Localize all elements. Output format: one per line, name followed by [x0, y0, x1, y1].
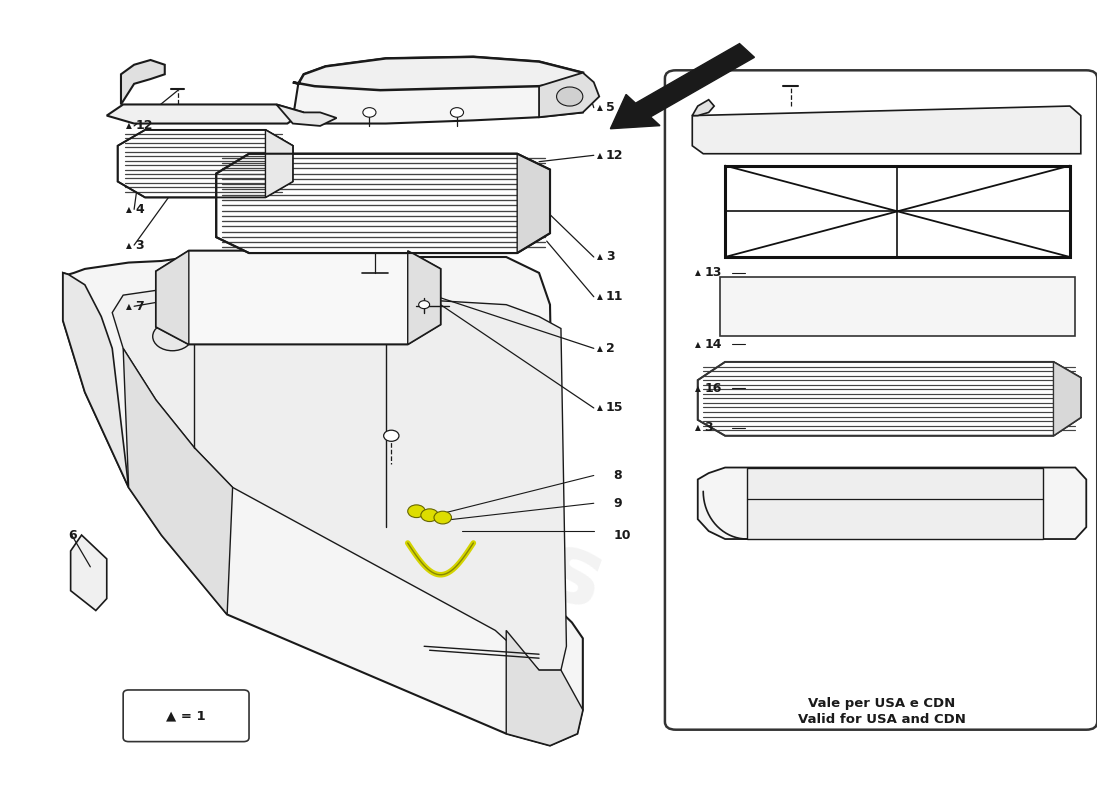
Text: 7: 7 — [135, 300, 144, 313]
Text: ▲: ▲ — [126, 302, 132, 310]
Text: ▲: ▲ — [596, 253, 603, 262]
Polygon shape — [123, 348, 232, 614]
Text: 3: 3 — [704, 422, 713, 434]
Text: 10: 10 — [614, 529, 631, 542]
Polygon shape — [692, 106, 1081, 154]
Polygon shape — [276, 105, 337, 126]
Circle shape — [419, 301, 430, 309]
Polygon shape — [118, 130, 293, 198]
Circle shape — [434, 511, 451, 524]
Circle shape — [363, 108, 376, 117]
Text: 13: 13 — [704, 266, 722, 279]
Text: 3: 3 — [135, 238, 144, 251]
Text: and condition parts since 1985: and condition parts since 1985 — [251, 435, 455, 476]
Text: 2: 2 — [606, 342, 615, 355]
Text: 14: 14 — [704, 338, 722, 351]
Polygon shape — [517, 154, 550, 253]
Text: ▲: ▲ — [596, 151, 603, 160]
Text: 3: 3 — [606, 250, 615, 263]
Text: par tes: par tes — [221, 410, 616, 629]
Polygon shape — [747, 467, 1043, 539]
Text: ▲: ▲ — [126, 205, 132, 214]
Circle shape — [450, 108, 463, 117]
Polygon shape — [506, 630, 583, 746]
FancyArrow shape — [610, 43, 755, 129]
Polygon shape — [217, 154, 550, 253]
Text: 4: 4 — [135, 203, 144, 216]
Polygon shape — [156, 250, 189, 344]
Text: 16: 16 — [704, 382, 722, 394]
Polygon shape — [719, 277, 1076, 337]
Circle shape — [408, 505, 426, 518]
Text: 8: 8 — [614, 469, 623, 482]
Polygon shape — [70, 535, 107, 610]
Polygon shape — [156, 250, 441, 344]
FancyBboxPatch shape — [123, 690, 249, 742]
Text: 12: 12 — [606, 149, 624, 162]
Polygon shape — [63, 257, 583, 746]
Polygon shape — [112, 289, 566, 670]
Circle shape — [421, 509, 439, 522]
Text: ▲ = 1: ▲ = 1 — [166, 710, 206, 722]
Text: ▲: ▲ — [695, 423, 701, 432]
Text: Vale per USA e CDN: Vale per USA e CDN — [808, 697, 955, 710]
Text: ▲: ▲ — [695, 268, 701, 278]
Text: ▲: ▲ — [126, 122, 132, 130]
Polygon shape — [697, 362, 1081, 436]
Text: 11: 11 — [606, 290, 624, 303]
Text: 5: 5 — [606, 101, 615, 114]
Text: 6: 6 — [68, 529, 77, 542]
Polygon shape — [293, 57, 583, 123]
Text: euro: euro — [160, 304, 503, 528]
Text: 9: 9 — [614, 497, 623, 510]
Text: 15: 15 — [606, 402, 624, 414]
Polygon shape — [265, 130, 293, 198]
Text: Valid for USA and CDN: Valid for USA and CDN — [798, 713, 966, 726]
Text: ▲: ▲ — [596, 292, 603, 302]
Polygon shape — [692, 100, 714, 115]
Polygon shape — [725, 166, 1070, 257]
Polygon shape — [121, 60, 165, 105]
Text: ▲: ▲ — [596, 344, 603, 353]
Polygon shape — [63, 273, 129, 487]
Text: ▲: ▲ — [126, 241, 132, 250]
Polygon shape — [1054, 362, 1081, 436]
Text: 12: 12 — [135, 119, 153, 133]
Polygon shape — [408, 250, 441, 344]
FancyBboxPatch shape — [664, 70, 1097, 730]
Circle shape — [557, 87, 583, 106]
Polygon shape — [107, 105, 304, 123]
Circle shape — [153, 322, 192, 350]
Text: ▲: ▲ — [695, 383, 701, 393]
Circle shape — [384, 430, 399, 442]
Text: ▲: ▲ — [596, 103, 603, 112]
Polygon shape — [539, 73, 600, 117]
Text: ▲: ▲ — [695, 340, 701, 349]
Text: ▲: ▲ — [596, 403, 603, 413]
Polygon shape — [697, 467, 1087, 539]
Polygon shape — [293, 57, 583, 90]
